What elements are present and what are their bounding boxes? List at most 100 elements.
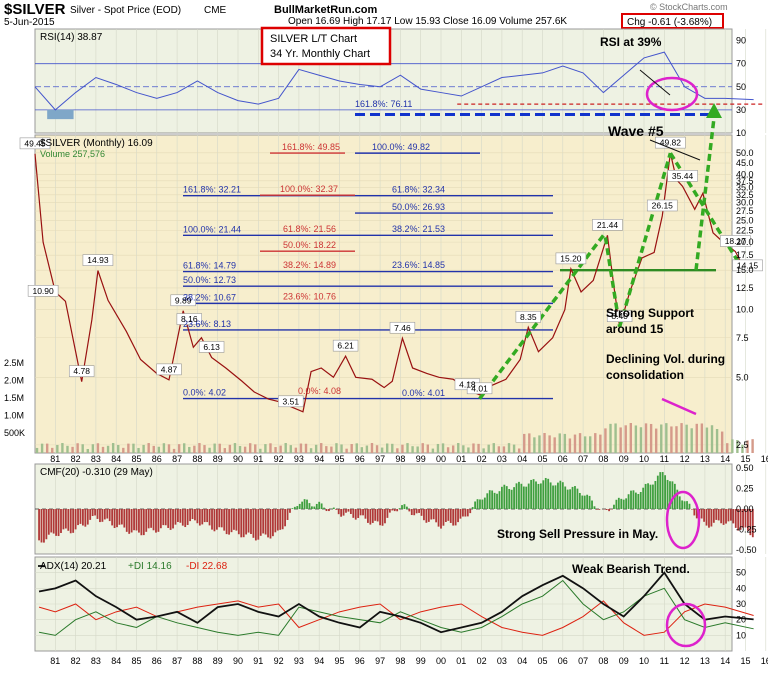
cmf-bar [394, 509, 396, 511]
cmf-bar [287, 509, 289, 520]
title-box-line-1: SILVER L/T Chart [270, 33, 357, 45]
cmf-bar [443, 509, 445, 526]
price-callout-label: 35.44 [672, 171, 694, 181]
volume-bar [589, 436, 591, 453]
cmf-bar [628, 494, 630, 509]
cmf-bar [282, 509, 284, 529]
rsi-y-tick-label: 90 [736, 36, 746, 46]
x-tick-label-bottom: 91 [253, 656, 263, 666]
volume-bar [127, 444, 129, 453]
volume-bar [751, 439, 753, 453]
symbol: $SILVER [4, 1, 66, 18]
cmf-bar [486, 493, 488, 509]
x-tick-label-top: 05 [537, 454, 547, 464]
cmf-bar [525, 487, 527, 509]
volume-bar [619, 427, 621, 453]
cmf-bar [114, 509, 116, 528]
x-tick-label-bottom: 92 [274, 656, 284, 666]
volume-bar [249, 443, 251, 453]
price-callout-label: 6.13 [203, 342, 220, 352]
volume-bar [604, 428, 606, 453]
x-tick-label-bottom: 87 [172, 656, 182, 666]
volume-bar [528, 433, 530, 453]
cmf-bar [138, 509, 140, 533]
volume-bar [675, 426, 677, 453]
volume-bar [645, 423, 647, 453]
cmf-bar [377, 509, 379, 521]
cmf-bar [304, 499, 306, 509]
volume-bar [706, 428, 708, 453]
fib-label: 100.0%: 32.37 [280, 184, 338, 194]
volume-bar [696, 424, 698, 453]
cmf-bar [136, 509, 138, 531]
price-callout-label: 49.82 [660, 138, 682, 148]
cmf-bar [131, 509, 133, 532]
volume-bar [345, 449, 347, 453]
fib-label: 0.0%: 4.02 [183, 388, 226, 398]
price-callout-label: 7.46 [394, 323, 411, 333]
cmf-bar [679, 496, 681, 509]
volume-y-tick-label: 1.0M [4, 411, 24, 421]
volume-bar [711, 425, 713, 453]
cmf-bar [579, 493, 581, 509]
cmf-bar [357, 509, 359, 518]
cmf-bar [650, 485, 652, 509]
cmf-bar [238, 509, 240, 534]
cmf-bar [586, 495, 588, 509]
volume-bar [391, 444, 393, 453]
price-callout-label: 4.01 [471, 383, 488, 393]
cmf-bar [642, 488, 644, 509]
volume-bar [716, 429, 718, 453]
cmf-bar [389, 509, 391, 513]
support-note-1: Strong Support [606, 306, 694, 320]
cmf-bar [608, 509, 610, 511]
volume-bar [320, 443, 322, 453]
x-tick-label-top: 09 [619, 454, 629, 464]
cmf-bar [162, 509, 164, 525]
volume-bar [416, 446, 418, 453]
cmf-bar [452, 509, 454, 526]
volume-bar [259, 449, 261, 453]
cmf-bar [662, 472, 664, 509]
cmf-bar [584, 496, 586, 509]
volume-bar [107, 446, 109, 453]
volume-bar [726, 443, 728, 453]
cmf-bar [333, 508, 335, 509]
x-tick-label-top: 13 [700, 454, 710, 464]
cmf-bar [106, 509, 108, 519]
cmf-bar [301, 502, 303, 509]
cmf-bar [292, 508, 294, 509]
volume-bar [340, 444, 342, 453]
x-tick-label-bottom: 04 [517, 656, 527, 666]
cmf-bar [542, 480, 544, 509]
fib-label: 23.6%: 14.85 [392, 260, 445, 270]
cmf-bar [250, 509, 252, 534]
volume-bar [467, 447, 469, 453]
x-tick-label-bottom: 08 [598, 656, 608, 666]
cmf-bar [691, 509, 693, 510]
x-tick-label-top: 14 [720, 454, 730, 464]
cmf-bar [253, 509, 255, 538]
cmf-bar [265, 509, 267, 535]
volume-bar [82, 444, 84, 453]
volume-bar [640, 427, 642, 453]
price-callout-label: 8.35 [520, 312, 537, 322]
cmf-bar [391, 509, 393, 510]
price-callout-label: 6.21 [337, 341, 354, 351]
cmf-bar [689, 504, 691, 509]
volume-bar [650, 424, 652, 453]
volume-bar [244, 447, 246, 453]
volume-bar [224, 448, 226, 453]
cmf-bar [121, 509, 123, 524]
cmf-bar [538, 484, 540, 509]
cmf-bar [596, 509, 598, 510]
x-tick-label-bottom: 16 [761, 656, 768, 666]
support-note-2: around 15 [606, 322, 664, 336]
volume-bar [51, 448, 53, 453]
cmf-bar [211, 509, 213, 530]
volume-bar [376, 445, 378, 453]
volume-bar [325, 446, 327, 453]
cmf-bar [43, 509, 45, 543]
cmf-bar [581, 496, 583, 509]
rsi-y-tick-label: 70 [736, 59, 746, 69]
